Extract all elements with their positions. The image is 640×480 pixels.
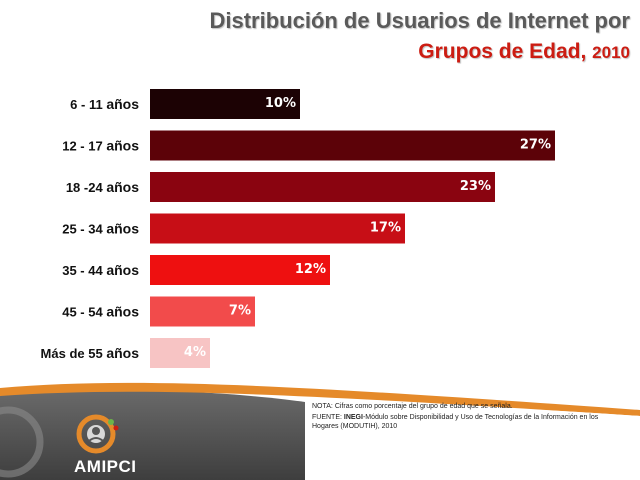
- footer-white-panel: [305, 402, 640, 480]
- category-label-3: 18 -24 años: [66, 179, 139, 195]
- title-separator: ,: [580, 40, 587, 63]
- bar-1: [150, 89, 300, 119]
- category-label-6: 45 - 54 años: [62, 304, 139, 320]
- bar-5: [150, 255, 330, 285]
- bar-3: [150, 172, 495, 202]
- footer-band: [0, 382, 640, 480]
- chart-title-line-2: Grupos de Edad, 2010: [418, 40, 630, 64]
- category-label-2: 12 - 17 años: [62, 138, 139, 154]
- value-label-2: 27%: [520, 138, 551, 153]
- category-label-5: 35 - 44 años: [62, 262, 139, 278]
- footer-orange-swoosh: [0, 382, 640, 416]
- title-year: 2010: [592, 43, 630, 62]
- category-label-1: 6 - 11 años: [70, 96, 139, 112]
- title-age-groups: Grupos de Edad: [418, 40, 581, 63]
- source-description: -Módulo sobre Disponibilidad y Uso de Te…: [312, 414, 599, 430]
- category-label-4: 25 - 34 años: [62, 221, 139, 237]
- bar-7: [150, 338, 210, 368]
- source-org: INEGI: [343, 414, 363, 421]
- amipci-logo-icon: [76, 414, 119, 454]
- value-label-5: 12%: [295, 262, 326, 277]
- note-text: NOTA: Cifras como porcentaje del grupo d…: [312, 403, 513, 410]
- value-label-1: 10%: [265, 96, 296, 111]
- value-label-4: 17%: [370, 221, 401, 236]
- bar-4: [150, 213, 405, 244]
- bar-6: [150, 296, 255, 327]
- value-label-7: 4%: [184, 345, 206, 360]
- source-prefix: FUENTE:: [312, 414, 344, 421]
- footer-dark-shape: [0, 389, 305, 480]
- bar-2: [150, 130, 555, 161]
- source-text: FUENTE: INEGI-Módulo sobre Disponibilida…: [312, 413, 617, 431]
- value-label-6: 7%: [229, 304, 251, 319]
- decorative-ring-icon: [0, 406, 44, 478]
- value-label-3: 23%: [460, 179, 491, 194]
- category-label-7: Más de 55 años: [41, 345, 140, 361]
- amipci-logo-text: AMIPCI: [74, 457, 137, 476]
- age-distribution-bar-chart: 10% 6 - 11 años 27% 12 - 17 años 23% 18 -24 a…: [41, 89, 555, 368]
- chart-title-line-1: Distribución de Usuarios de Internet por: [209, 8, 630, 33]
